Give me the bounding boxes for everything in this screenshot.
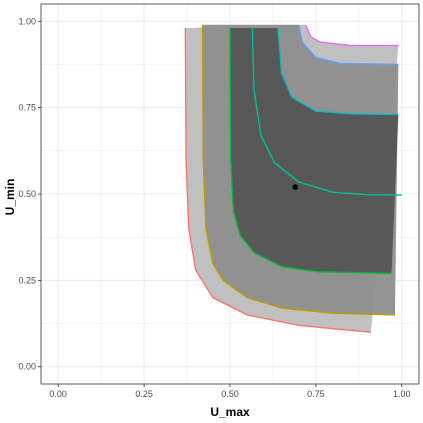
band-3-inner-line xyxy=(277,28,399,116)
band-lines xyxy=(184,24,402,333)
x-tick-label: 0.75 xyxy=(307,389,325,399)
band-3-area xyxy=(230,28,399,274)
x-axis-title: U_max xyxy=(210,405,250,419)
band-1-outer-line xyxy=(184,28,371,333)
x-axis-ticks: 0.00 0.25 0.50 0.75 1.00 xyxy=(49,384,411,399)
y-axis-title: U_min xyxy=(3,179,17,216)
bands xyxy=(185,24,399,333)
x-tick-label: 0.00 xyxy=(49,389,67,399)
y-tick-label: 0.00 xyxy=(18,362,36,372)
plot-panel xyxy=(40,3,420,385)
band-2-inner-line xyxy=(298,24,399,66)
x-tick-label: 0.25 xyxy=(135,389,153,399)
median-line xyxy=(251,28,402,196)
y-tick-label: 0.75 xyxy=(18,103,36,113)
y-tick-label: 0.50 xyxy=(18,189,36,199)
band-2-outer-line xyxy=(201,24,395,316)
band-3-outer-line xyxy=(229,28,392,275)
x-tick-label: 1.00 xyxy=(393,389,411,399)
data-point xyxy=(292,184,299,190)
band-1-inner-line xyxy=(304,24,399,47)
points xyxy=(292,184,299,190)
y-tick-label: 0.25 xyxy=(18,275,36,285)
y-axis-ticks: 0.00 0.25 0.50 0.75 1.00 xyxy=(18,16,41,372)
x-tick-label: 0.50 xyxy=(221,389,239,399)
y-tick-label: 1.00 xyxy=(18,16,36,26)
